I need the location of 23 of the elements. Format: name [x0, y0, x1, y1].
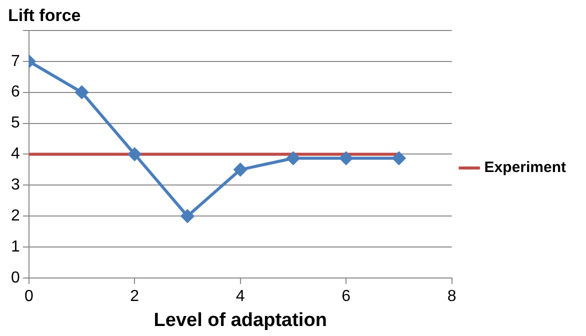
x-tick-label: 4 [236, 288, 245, 306]
y-tick-label: 3 [10, 176, 20, 194]
x-tick-label: 8 [447, 288, 456, 306]
point [180, 210, 194, 223]
y-tick-label: 0 [10, 269, 20, 286]
y-tick-label: 2 [10, 208, 20, 225]
x-tick-label: 2 [130, 288, 140, 306]
x-tick-label: 0 [24, 288, 34, 306]
chart-title: Lift force [8, 6, 81, 25]
point [340, 152, 353, 165]
point [392, 152, 406, 165]
point [75, 86, 88, 99]
point [128, 148, 142, 161]
y-tick-label: 1 [10, 238, 20, 256]
y-tick-label: 7 [10, 52, 20, 70]
x-axis-title: Level of adaptation [154, 310, 327, 331]
y-tick-label: 4 [10, 146, 20, 163]
point [286, 152, 300, 165]
x-tick-label: 6 [342, 288, 351, 306]
legend-label: Experiment [484, 159, 566, 176]
y-tick-label: 6 [10, 84, 20, 101]
y-tick-label: 5 [10, 114, 20, 132]
point [234, 163, 247, 176]
